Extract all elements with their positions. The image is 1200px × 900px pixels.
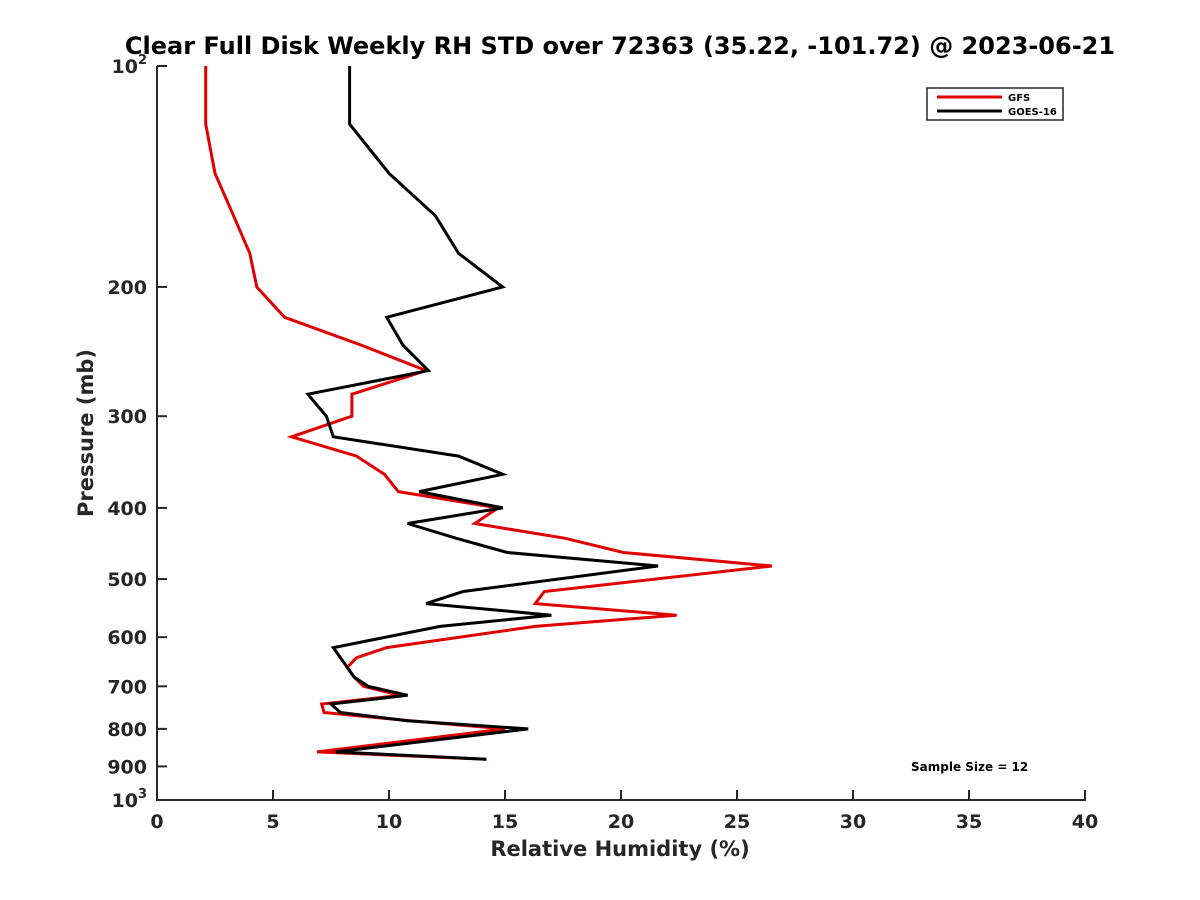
chart-title: Clear Full Disk Weekly RH STD over 72363… [125,32,1115,60]
sample-size-annotation: Sample Size = 12 [911,760,1028,774]
x-tick-label: 10 [376,811,402,833]
y-axis-label: Pressure (mb) [74,349,98,517]
series-line-goes16 [305,66,659,761]
y-tick-label: 102 [112,53,148,78]
y-tick-label: 700 [107,676,147,698]
y-ticks: 102 200 300 400 500 600 700 800 900 103 [107,53,167,812]
legend-label-goes16: GOES-16 [1008,107,1057,118]
x-tick-label: 15 [492,811,518,833]
y-tick-label: 200 [107,277,147,299]
y-tick-label: 600 [107,627,147,649]
y-tick-label: 800 [107,719,147,741]
x-tick-label: 20 [608,811,634,833]
x-axis-label: Relative Humidity (%) [490,837,749,861]
series-line-gfs [204,66,772,761]
y-tick-label: 900 [107,756,147,778]
x-tick-label: 25 [724,811,750,833]
x-tick-label: 35 [956,811,982,833]
legend-label-gfs: GFS [1008,93,1030,104]
x-tick-label: 0 [150,811,163,833]
x-tick-label: 5 [266,811,279,833]
plot-area [204,66,772,761]
x-tick-label: 40 [1072,811,1098,833]
y-tick-label: 103 [112,787,148,812]
y-tick-label: 400 [107,498,147,520]
x-tick-label: 30 [840,811,866,833]
legend: GFS GOES-16 [926,87,1064,121]
legend-box [926,87,1064,121]
axes: 0 5 10 15 20 25 30 35 40 102 200 300 400 500 600 700 80… [107,53,1098,833]
x-ticks: 0 5 10 15 20 25 30 35 40 [150,790,1098,833]
y-tick-label: 500 [107,569,147,591]
y-tick-label: 300 [107,406,147,428]
